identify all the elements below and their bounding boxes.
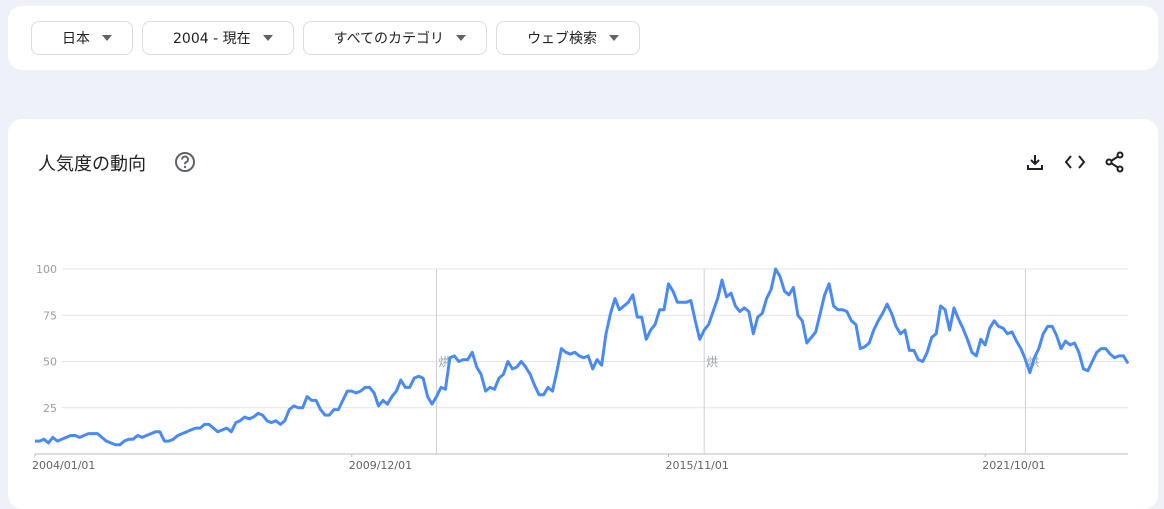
filter-dropdown[interactable]: 2004 - 現在 (142, 21, 294, 55)
embed-icon[interactable] (1064, 152, 1086, 172)
y-tick-label: 75 (43, 309, 57, 322)
annotation-marker: 烘 (706, 355, 718, 369)
dropdown-arrow (456, 35, 467, 41)
dropdown-arrow (609, 35, 620, 41)
trend-panel: 人気度の動向 (8, 119, 1158, 509)
y-tick-label: 50 (43, 356, 57, 369)
panel-title: 人気度の動向 (38, 154, 146, 175)
download-icon[interactable] (1025, 152, 1045, 172)
filter-label: 2004 - 現在 (173, 31, 251, 47)
x-tick-label: 2009/12/01 (349, 459, 412, 472)
y-tick-label: 25 (43, 402, 57, 415)
chart: 255075100烘烘烘2004/01/01 2009/12/01 2015/11/… (32, 263, 1130, 472)
help-icon[interactable] (174, 151, 196, 173)
share-icon[interactable] (1105, 151, 1125, 173)
filter-label: ウェブ検索 (527, 31, 598, 47)
x-tick-label: 2021/10/01 (982, 459, 1045, 472)
filter-dropdown[interactable]: すべてのカテゴリ (302, 21, 488, 55)
y-tick-label: 100 (36, 263, 57, 276)
dropdown-arrow (102, 35, 112, 41)
dropdown-arrow (262, 35, 273, 41)
page: 日本 2004 - 現在 すべてのカテゴリ ウェブ検索 人気度の動向 25 50 75 10… (8, 6, 1158, 509)
filter-label: 日本 (62, 31, 90, 47)
filter-dropdown[interactable]: ウェブ検索 (496, 21, 641, 55)
x-tick-label: 2015/11/01 (665, 459, 728, 472)
filter-dropdown[interactable]: 日本 (31, 21, 133, 55)
filter-label: すべてのカテゴリ (333, 31, 445, 47)
filter-bar: 日本 2004 - 現在 すべてのカテゴリ ウェブ検索 (8, 6, 1158, 70)
x-tick-label: 2004/01/01 (32, 459, 95, 472)
trend-line (35, 267, 1130, 447)
